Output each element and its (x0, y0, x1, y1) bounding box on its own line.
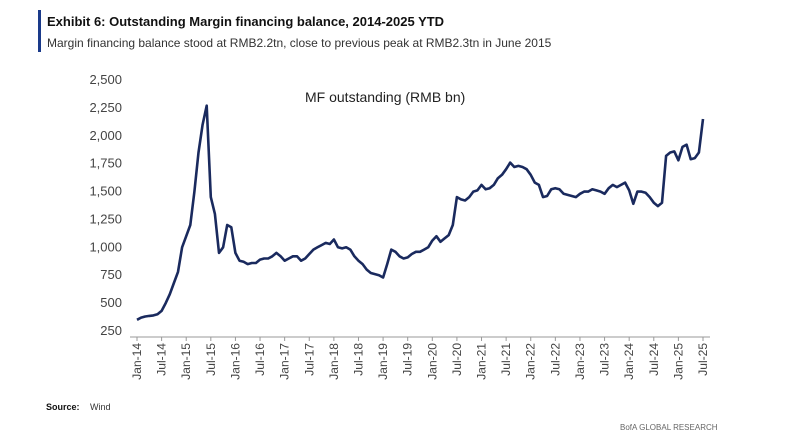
x-tick-label: Jul-20 (450, 343, 464, 376)
y-tick-label: 1,000 (89, 239, 122, 254)
x-tick-label: Jul-24 (647, 343, 661, 376)
x-tick-label: Jan-14 (130, 343, 144, 380)
x-tick-label: Jul-15 (204, 343, 218, 376)
y-tick-label: 1,750 (89, 156, 122, 171)
chart-title: Exhibit 6: Outstanding Margin financing … (47, 14, 444, 29)
x-tick-label: Jul-21 (499, 343, 513, 376)
y-tick-label: 500 (100, 295, 122, 310)
x-tick-label: Jul-23 (598, 343, 612, 376)
y-tick-label: 250 (100, 323, 122, 338)
y-tick-label: 1,500 (89, 184, 122, 199)
x-tick-label: Jan-23 (573, 343, 587, 380)
data-line (136, 104, 705, 321)
x-tick-label: Jan-18 (327, 343, 341, 380)
title-accent (38, 10, 41, 52)
x-tick-label: Jan-15 (179, 343, 193, 380)
x-tick-label: Jan-25 (671, 343, 685, 380)
y-tick-label: 2,250 (89, 100, 122, 115)
x-tick-label: Jul-19 (401, 343, 415, 376)
footer: BofA GLOBAL RESEARCH (620, 423, 718, 432)
x-tick-label: Jan-21 (475, 343, 489, 380)
x-tick-label: Jul-17 (302, 343, 316, 376)
x-tick-label: Jan-19 (376, 343, 390, 380)
y-tick-label: 750 (100, 267, 122, 282)
y-tick-label: 2,500 (89, 72, 122, 87)
x-tick-label: Jan-17 (278, 343, 292, 380)
x-tick-label: Jan-24 (622, 343, 636, 380)
y-tick-label: 2,000 (89, 128, 122, 143)
x-tick-label: Jul-14 (155, 343, 169, 376)
x-tick-label: Jul-22 (548, 343, 562, 376)
x-tick-label: Jan-22 (524, 343, 538, 380)
y-tick-label: 1,250 (89, 211, 122, 226)
x-tick-label: Jul-25 (696, 343, 710, 376)
x-tick-label: Jan-16 (228, 343, 242, 380)
chart-subtitle: Margin financing balance stood at RMB2.2… (47, 36, 552, 50)
series-label: MF outstanding (RMB bn) (305, 89, 465, 105)
x-tick-label: Jan-20 (425, 343, 439, 380)
x-tick-label: Jul-16 (253, 343, 267, 376)
source-label: Source: (46, 402, 80, 412)
source: Wind (90, 402, 111, 412)
x-tick-label: Jul-18 (351, 343, 365, 376)
